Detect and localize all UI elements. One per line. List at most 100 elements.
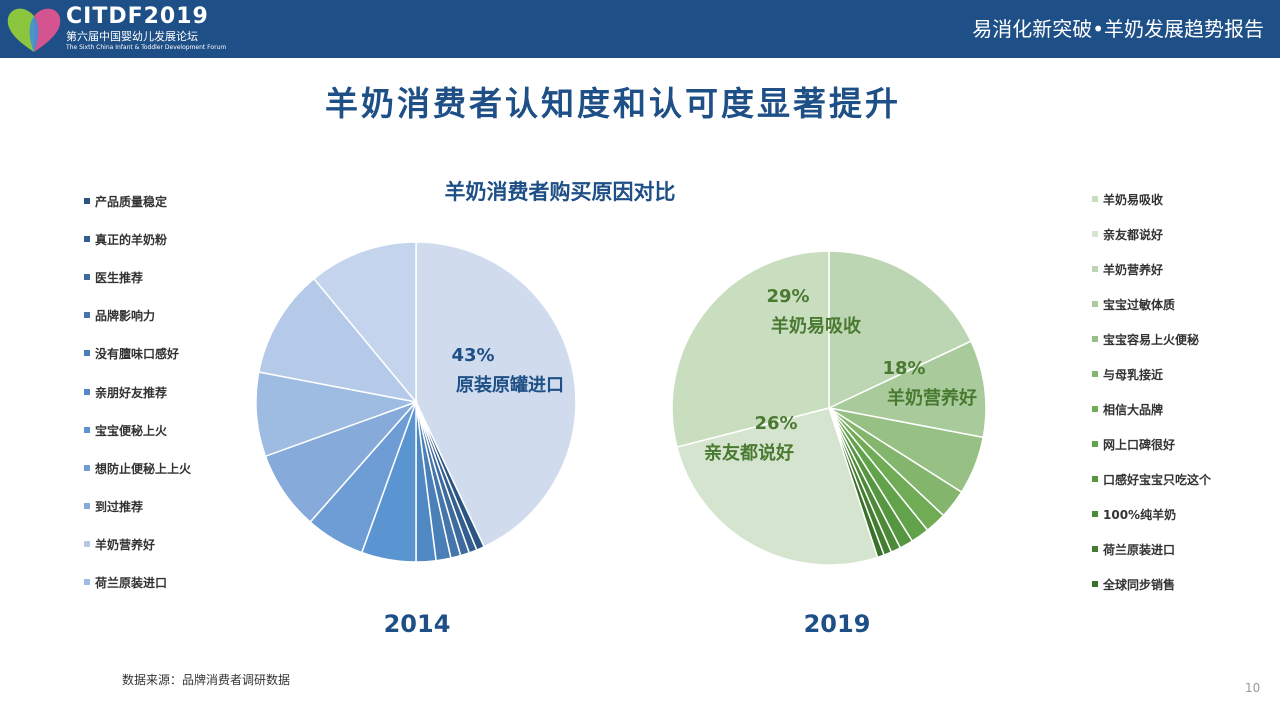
legend-label: 相信大品牌 (1103, 403, 1164, 417)
legend-label: 没有膻味口感好 (95, 347, 180, 362)
legend-item-2014: 品牌影响力 (84, 308, 155, 324)
label-2019-b-percent: 18% (882, 358, 925, 379)
legend-item-2019: 全球同步销售 (1092, 577, 1175, 593)
legend-swatch (1092, 406, 1098, 412)
legend-swatch (84, 464, 90, 471)
legend-item-2014: 真正的羊奶粉 (84, 232, 167, 248)
legend-item-2019: 口感好宝宝只吃这个 (1092, 472, 1211, 488)
legend-item-2019: 宝宝过敏体质 (1092, 297, 1175, 313)
legend-swatch (1092, 266, 1098, 272)
pie-slice-2014-10 (255, 371, 419, 458)
legend-item-2014: 想防止便秘上上火 (84, 461, 191, 477)
legend-swatch (1092, 196, 1098, 202)
legend-swatch (84, 236, 90, 243)
data-source: 数据来源：品牌消费者调研数据 (122, 673, 291, 687)
legend-label: 宝宝过敏体质 (1103, 298, 1176, 312)
legend-label: 亲友都说好 (1103, 228, 1164, 242)
heart-logo-icon (7, 8, 61, 53)
pie-slice-2019-1 (826, 340, 987, 439)
legend-item-2014: 亲朋好友推荐 (84, 385, 167, 401)
legend-label: 宝宝便秘上火 (95, 423, 168, 438)
legend-label: 与母乳接近 (1103, 368, 1164, 382)
legend-label: 宝宝容易上火便秘 (1103, 333, 1200, 347)
legend-label: 品牌影响力 (95, 309, 156, 324)
page-number: 10 (1245, 681, 1261, 695)
pie-slice-2014-11 (257, 277, 418, 404)
legend-swatch (84, 198, 90, 204)
pie-labels: 43% 原装原罐进口 29% 羊奶易吸收 18% 羊奶营养好 26% 亲友都说好 (451, 286, 977, 464)
year-label-2019: 2019 (803, 610, 871, 638)
legend-item-2014: 荷兰原装进口 (84, 575, 167, 591)
legend-swatch (84, 502, 90, 509)
legend-swatch (1092, 371, 1098, 377)
legend-swatch (84, 274, 90, 281)
label-2019-c-percent: 26% (754, 413, 797, 434)
report-title: 易消化新突破•羊奶发展趋势报告 (972, 17, 1264, 41)
pie-slice-2014-12 (312, 241, 417, 405)
legend-item-2014: 到过推荐 (84, 499, 143, 515)
legend-item-2019: 羊奶营养好 (1092, 262, 1163, 278)
legend-label: 全球同步销售 (1103, 578, 1176, 592)
legend-label: 想防止便秘上上火 (95, 461, 192, 476)
logo-subtitle-en: The Sixth China Infant & Toddler Develop… (66, 44, 227, 51)
legend-item-2019: 宝宝容易上火便秘 (1092, 332, 1199, 348)
legend-label: 100%纯羊奶 (1103, 508, 1177, 522)
legend-label: 羊奶易吸收 (1103, 193, 1164, 207)
legend-label: 亲朋好友推荐 (95, 385, 168, 400)
label-2014-name: 原装原罐进口 (456, 374, 564, 396)
label-2014-percent: 43% (451, 345, 494, 366)
label-2019-a-name: 羊奶易吸收 (771, 315, 861, 337)
label-2019-b-name: 羊奶营养好 (887, 387, 977, 409)
legend-swatch (84, 350, 90, 357)
legend-item-2019: 与母乳接近 (1092, 367, 1163, 383)
legend-swatch (1092, 231, 1098, 237)
legend-swatch (1092, 301, 1098, 307)
pie-2014 (255, 241, 577, 563)
legend-swatch (1092, 476, 1098, 482)
pie-slice-2019-10 (676, 407, 879, 566)
legend-swatch (84, 388, 90, 395)
legend-label: 网上口碑很好 (1103, 438, 1176, 452)
legend-swatch (1092, 336, 1098, 342)
legend-item-2014: 产品质量稳定 (84, 194, 167, 210)
logo-text: CITDF2019 (66, 4, 209, 29)
legend-item-2014: 羊奶营养好 (84, 537, 155, 553)
legend-label: 真正的羊奶粉 (95, 233, 168, 248)
legend-swatch (84, 426, 90, 433)
logo-subtitle-cn: 第六届中国婴幼儿发展论坛 (66, 30, 198, 43)
legend-label: 羊奶营养好 (1103, 263, 1164, 277)
legend-item-2019: 亲友都说好 (1092, 227, 1163, 243)
pie-slice-2019-11 (671, 250, 830, 448)
slide-title: 羊奶消费者认知度和认可度显著提升 (325, 84, 901, 123)
label-2019-a-percent: 29% (766, 286, 809, 307)
legend-label: 产品质量稳定 (95, 195, 168, 209)
legend-item-2014: 宝宝便秘上火 (84, 423, 167, 439)
legend-item-2019: 相信大品牌 (1092, 402, 1163, 418)
legend-item-2019: 100%纯羊奶 (1092, 507, 1176, 523)
legend-swatch (84, 540, 90, 547)
legend-swatch (1092, 546, 1098, 552)
legend-item-2014: 没有膻味口感好 (84, 346, 179, 362)
legend-label: 到过推荐 (95, 499, 144, 514)
label-2019-c-name: 亲友都说好 (704, 442, 794, 464)
legend-swatch (84, 312, 90, 319)
header-bar: CITDF2019 第六届中国婴幼儿发展论坛 The Sixth China I… (0, 0, 1280, 58)
pie-2019 (671, 250, 987, 566)
legend-item-2019: 荷兰原装进口 (1092, 542, 1175, 558)
legend-label: 荷兰原装进口 (1103, 543, 1176, 557)
legend-item-2014: 医生推荐 (84, 270, 143, 286)
chart-title: 羊奶消费者购买原因对比 (444, 180, 676, 204)
legend-label: 口感好宝宝只吃这个 (1103, 473, 1212, 487)
legend-label: 荷兰原装进口 (95, 576, 168, 590)
pie-slice-2014-0 (415, 241, 577, 548)
legend-swatch (1092, 511, 1098, 517)
legend-item-2019: 羊奶易吸收 (1092, 192, 1163, 208)
legend-item-2019: 网上口碑很好 (1092, 437, 1175, 453)
year-label-2014: 2014 (383, 610, 451, 638)
legend-swatch (1092, 581, 1098, 587)
legend-label: 医生推荐 (95, 271, 144, 286)
legend-swatch (1092, 441, 1098, 447)
legend-label: 羊奶营养好 (95, 537, 156, 552)
legend-swatch (84, 579, 90, 585)
